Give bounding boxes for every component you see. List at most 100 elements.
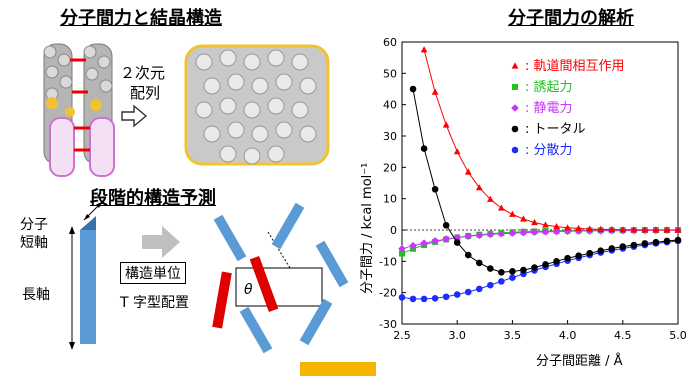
open-arrow-icon xyxy=(121,104,148,128)
data-point xyxy=(453,148,461,155)
data-point xyxy=(453,291,461,298)
data-point xyxy=(630,241,638,249)
x-tick-label: 4.0 xyxy=(559,329,577,342)
data-point xyxy=(564,224,571,231)
data-point xyxy=(431,185,439,193)
data-point xyxy=(431,237,439,245)
stepwise-prediction-heading: 段階的構造予測 xyxy=(90,188,216,209)
molecule-pair xyxy=(43,43,115,177)
data-point xyxy=(586,249,593,257)
short-axis-label-line1: 分子 xyxy=(20,217,48,233)
data-point xyxy=(541,228,550,236)
legend-marker xyxy=(511,104,519,112)
data-point xyxy=(497,229,506,238)
array-label-line2: 配列 xyxy=(130,84,161,102)
series-1 xyxy=(399,227,681,257)
data-point xyxy=(464,251,472,259)
plate-molecule xyxy=(69,201,103,350)
legend-label: : 軌道間相互作用 xyxy=(525,58,625,74)
data-point xyxy=(398,245,406,253)
legend-item-4: : 分散力 xyxy=(511,143,573,158)
legend-marker xyxy=(511,62,519,69)
gray-arrow-icon xyxy=(142,226,180,258)
long-axis-label: 長軸 xyxy=(22,287,50,303)
data-point xyxy=(431,295,439,302)
data-point xyxy=(564,254,571,262)
data-point xyxy=(531,264,538,271)
data-point xyxy=(663,237,671,245)
x-tick-label: 3.0 xyxy=(448,329,466,342)
data-point xyxy=(409,85,417,93)
data-point xyxy=(652,238,660,246)
y-tick-label: -20 xyxy=(379,287,397,300)
data-point xyxy=(475,259,483,267)
data-point xyxy=(442,235,450,243)
data-point xyxy=(520,215,527,222)
y-tick-label: 20 xyxy=(383,161,397,174)
data-point xyxy=(420,46,428,53)
data-point xyxy=(442,293,450,301)
data-point xyxy=(608,245,616,252)
data-point xyxy=(431,88,439,95)
data-point xyxy=(652,226,660,233)
legend-item-1: : 誘起力 xyxy=(512,80,573,95)
structure-unit-box: 構造単位 xyxy=(120,262,186,284)
series-line xyxy=(401,240,679,300)
data-point xyxy=(575,252,582,259)
data-point xyxy=(420,295,428,303)
data-point xyxy=(520,266,527,274)
data-point xyxy=(475,231,484,240)
crystal-array xyxy=(184,44,330,166)
x-tick-label: 4.5 xyxy=(614,329,632,342)
data-point xyxy=(498,278,505,285)
chart-title: 分子間力の解析 xyxy=(508,8,634,29)
data-point xyxy=(487,281,494,289)
y-tick-label: -10 xyxy=(379,255,397,268)
y-tick-label: -30 xyxy=(379,318,397,331)
data-point xyxy=(464,232,473,241)
data-point xyxy=(619,243,627,250)
data-point xyxy=(498,269,505,276)
y-tick-label: 50 xyxy=(383,67,397,80)
t-shape-label: T 字型配置 xyxy=(120,295,190,311)
legend-item-3: : トータル xyxy=(511,122,586,137)
data-point xyxy=(509,210,516,217)
legend-label: : 誘起力 xyxy=(525,80,573,95)
x-tick-label: 2.5 xyxy=(393,329,411,342)
data-point xyxy=(552,227,561,236)
data-point xyxy=(453,233,461,242)
data-point xyxy=(674,236,682,244)
data-point xyxy=(608,225,616,233)
data-point xyxy=(420,145,428,152)
data-point xyxy=(586,225,594,232)
series-line xyxy=(412,88,679,273)
data-point xyxy=(630,226,638,233)
data-point xyxy=(464,168,472,175)
data-point xyxy=(597,225,605,232)
data-point xyxy=(497,204,505,211)
data-point xyxy=(509,274,516,281)
x-tick-label: 3.5 xyxy=(504,329,522,342)
legend-marker xyxy=(511,146,519,154)
data-point xyxy=(453,239,461,246)
data-point xyxy=(619,226,627,233)
series-4 xyxy=(398,237,682,303)
data-point xyxy=(398,294,406,301)
data-point xyxy=(464,288,472,296)
series-3 xyxy=(409,85,682,276)
y-tick-label: 30 xyxy=(383,130,397,143)
data-point xyxy=(531,218,538,226)
data-point xyxy=(574,227,583,235)
plot-frame xyxy=(401,41,679,325)
data-point xyxy=(409,241,417,250)
data-point xyxy=(530,228,539,236)
data-point xyxy=(542,261,549,268)
data-point xyxy=(597,247,605,254)
data-point xyxy=(575,224,583,232)
legend-item-2: : 静電力 xyxy=(511,101,573,116)
data-point xyxy=(442,121,450,128)
data-point xyxy=(399,250,405,257)
legend-label: : トータル xyxy=(525,122,586,137)
crystal-structure-heading: 分子間力と結晶構造 xyxy=(60,8,222,29)
